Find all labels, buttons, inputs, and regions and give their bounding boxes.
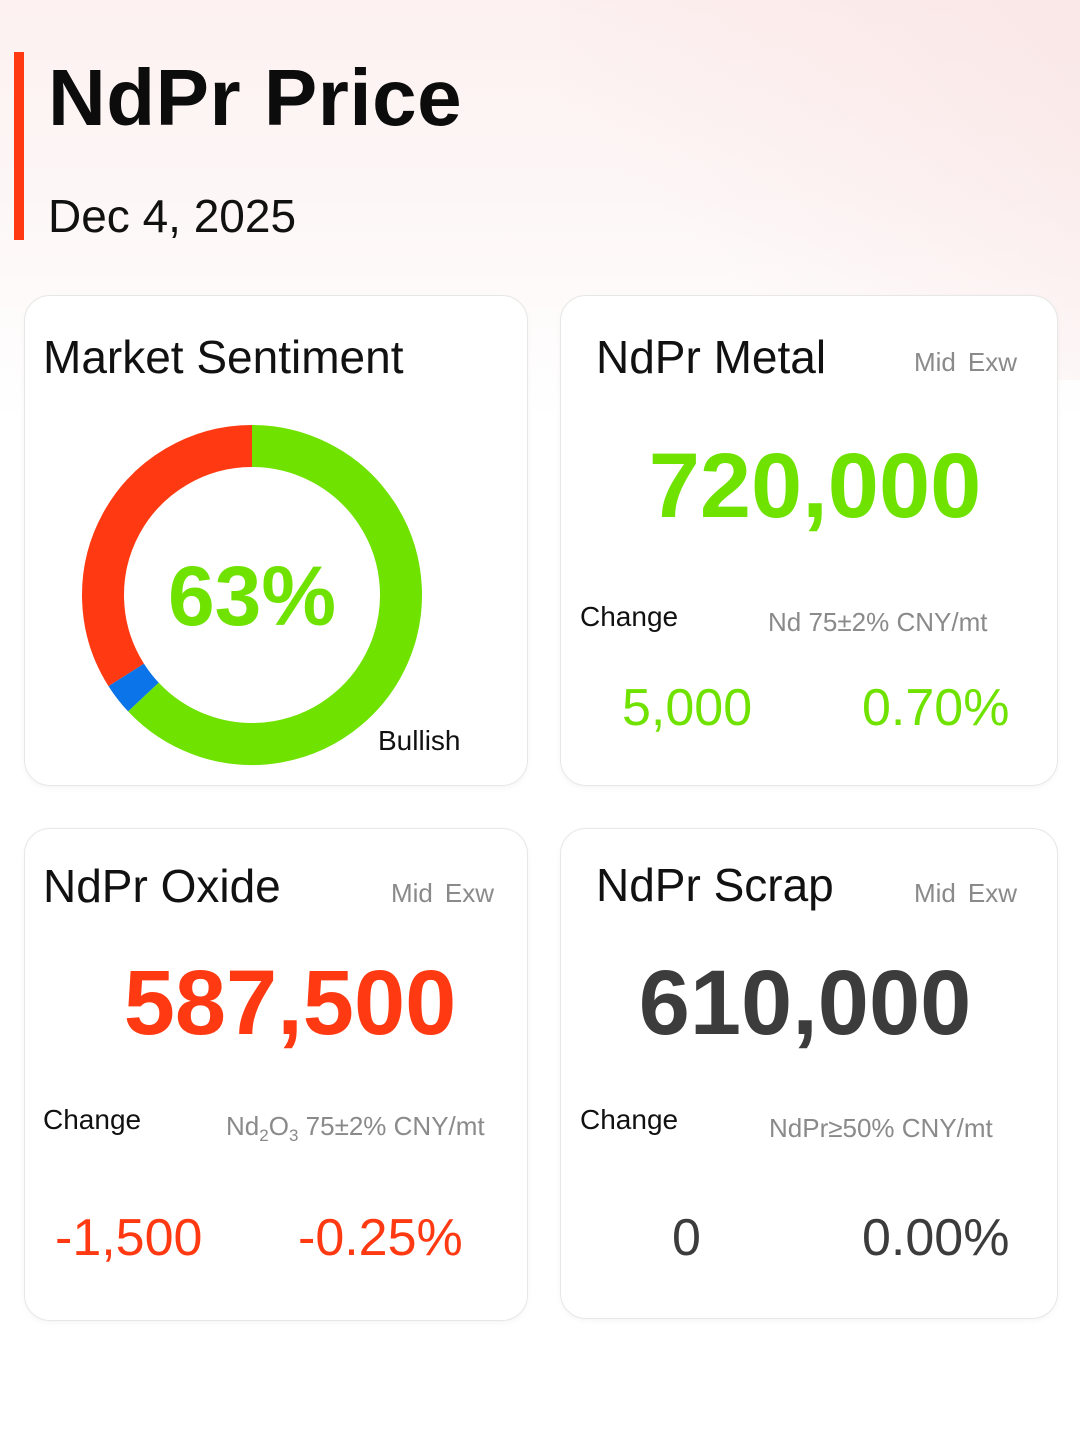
change-label: Change [580, 1104, 679, 1135]
page-header: NdPr Price Dec 4, 2025 [0, 0, 1080, 290]
card-title: NdPr Oxide [43, 860, 281, 912]
page-date: Dec 4, 2025 [48, 190, 297, 242]
mid-label: Mid [914, 347, 956, 377]
ndpr-metal-card: NdPr Metal Mid Exw 720,000 Change Nd 75±2… [560, 295, 1058, 786]
donut-segment-bearish [82, 425, 253, 687]
donut-segment-neutral [108, 663, 160, 712]
price-basis: Mid Exw [391, 880, 494, 906]
scrap-price: 610,000 [638, 952, 972, 1054]
page-title: NdPr Price [48, 53, 463, 142]
title-accent-bar [14, 52, 24, 240]
sentiment-donut-chart [82, 425, 422, 765]
spec-label: Nd 75±2% CNY/mt [768, 607, 988, 637]
price-basis: Mid Exw [914, 349, 1017, 375]
oxide-price: 587,500 [123, 952, 457, 1054]
metal-price: 720,000 [648, 435, 982, 537]
exw-label: Exw [967, 347, 1018, 377]
card-title: NdPr Scrap [596, 859, 834, 911]
change-label: Change [43, 1104, 142, 1135]
change-absolute: -1,500 [55, 1209, 203, 1267]
mid-label: Mid [391, 878, 433, 908]
card-title: Market Sentiment [43, 331, 404, 383]
spec-label: NdPr≥50% CNY/mt [769, 1113, 993, 1143]
sentiment-label: Bullish [378, 725, 461, 756]
change-label: Change [580, 601, 679, 632]
sentiment-percent: 63% [167, 549, 337, 643]
card-title: NdPr Metal [596, 331, 827, 383]
donut-segment-bullish [128, 425, 422, 765]
change-percent: 0.00% [862, 1209, 1010, 1267]
exw-label: Exw [444, 878, 495, 908]
change-absolute: 0 [672, 1209, 701, 1267]
spec-label: Nd2O3 75±2% CNY/mt [226, 1111, 485, 1145]
exw-label: Exw [967, 878, 1018, 908]
ndpr-oxide-card: NdPr Oxide Mid Exw 587,500 Change Nd2O3 7… [24, 828, 528, 1321]
change-percent: -0.25% [298, 1209, 463, 1267]
ndpr-scrap-card: NdPr Scrap Mid Exw 610,000 Change NdPr≥50… [560, 828, 1058, 1319]
price-basis: Mid Exw [914, 880, 1017, 906]
change-absolute: 5,000 [622, 679, 753, 737]
mid-label: Mid [914, 878, 956, 908]
change-percent: 0.70% [862, 679, 1010, 737]
market-sentiment-card: Market Sentiment 63% Bullish [24, 295, 528, 786]
